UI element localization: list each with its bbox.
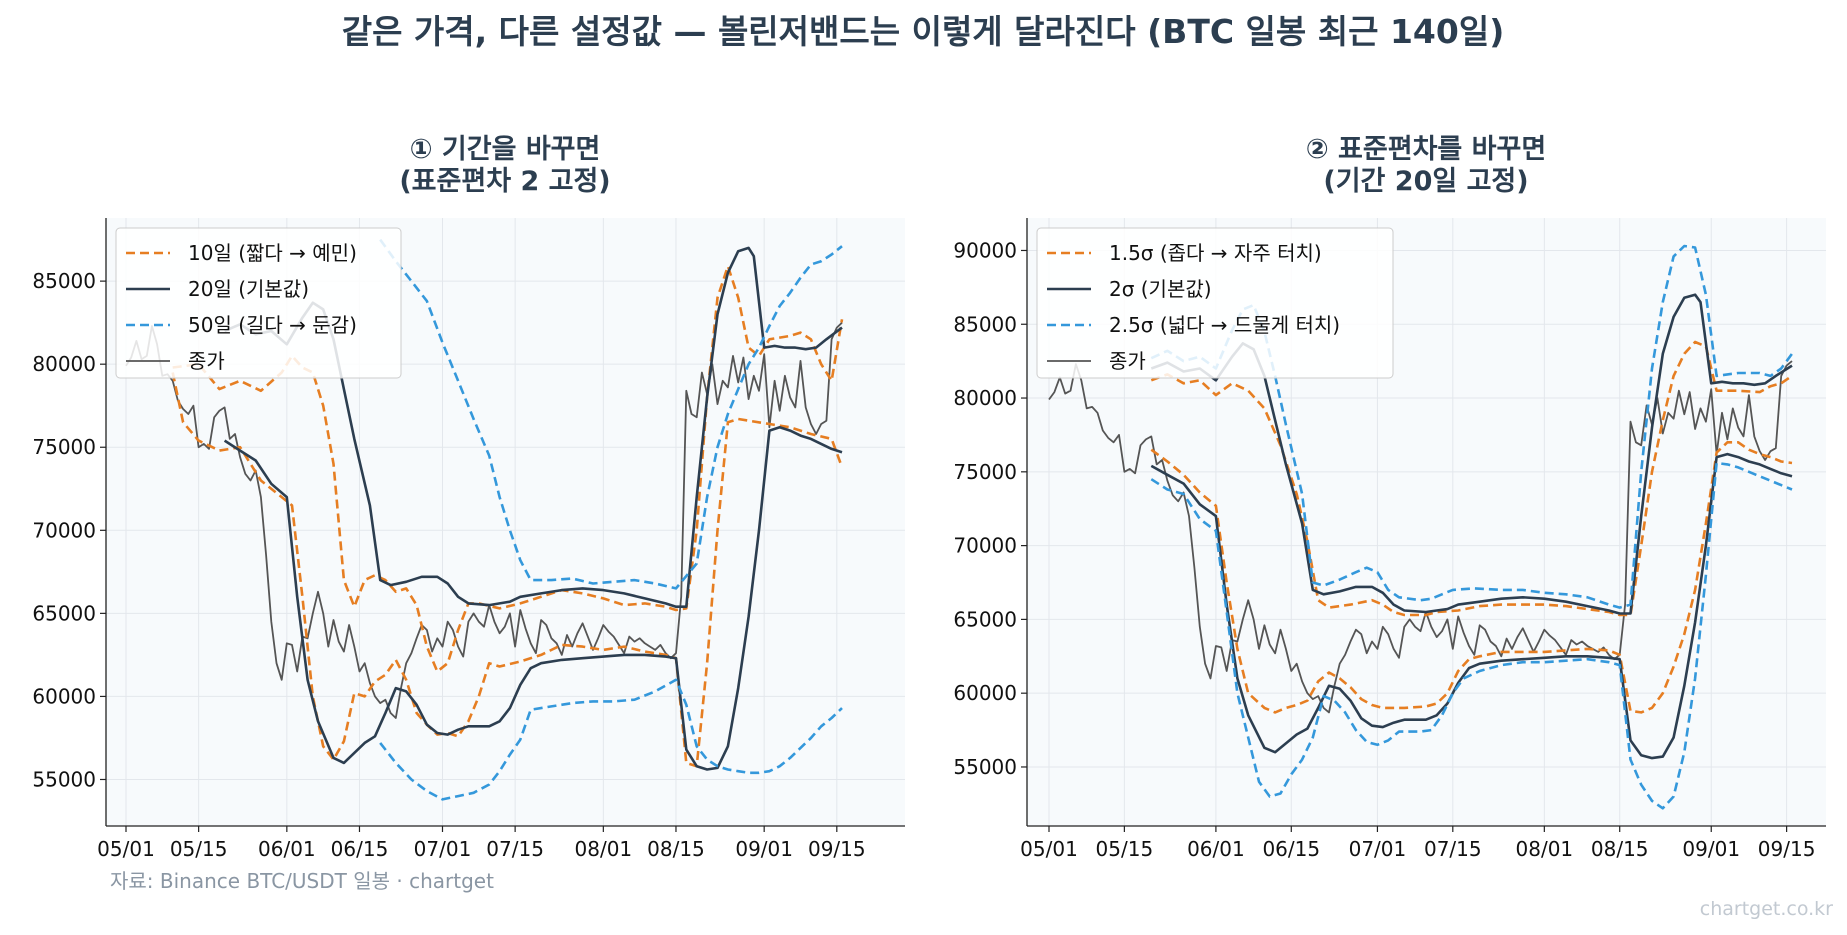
series-2-lower-band bbox=[379, 678, 843, 801]
x-tick-label: 08/15 bbox=[647, 837, 705, 861]
y-tick-label: 70000 bbox=[32, 518, 96, 542]
y-tick-label: 55000 bbox=[32, 767, 96, 791]
x-tick-label: 09/15 bbox=[1758, 837, 1816, 861]
x-tick-label: 08/01 bbox=[575, 837, 633, 861]
x-tick-label: 08/01 bbox=[1516, 837, 1574, 861]
chart-title-line2: (기간 20일 고정) bbox=[1323, 166, 1528, 197]
chart-panel-period: 55000 60000 65000 70000 75000 80000 85000 05/01… bbox=[32, 134, 905, 861]
y-tick-label: 70000 bbox=[953, 534, 1017, 558]
series-2-upper-band bbox=[379, 238, 843, 590]
y-tick-label: 60000 bbox=[953, 681, 1017, 705]
series-0-lower-band bbox=[1150, 440, 1793, 714]
plot-lines bbox=[125, 238, 844, 801]
y-tick-label: 60000 bbox=[32, 684, 96, 708]
figure-title: 같은 가격, 다른 설정값 — 볼린저밴드는 이렇게 달라진다 (BTC 일봉 … bbox=[342, 12, 1505, 51]
legend: 1.5σ (좁다 → 자주 터치) 2σ (기본값) 2.5σ (넓다 → 드물게 … bbox=[1036, 227, 1394, 379]
chart-panel-stddev: 55000 60000 65000 70000 75000 80000 85000 90000… bbox=[953, 134, 1826, 861]
legend-box bbox=[1036, 227, 1394, 379]
y-tick-label: 80000 bbox=[953, 386, 1017, 410]
y-tick-label: 75000 bbox=[953, 460, 1017, 484]
y-tick-label: 85000 bbox=[32, 269, 96, 293]
watermark: chartget.co.kr bbox=[1700, 898, 1833, 920]
legend-label: 10일 (짧다 → 예민) bbox=[188, 241, 357, 265]
chart-title-line1: ① 기간을 바꾸면 bbox=[410, 134, 601, 165]
x-tick-label: 07/01 bbox=[1349, 837, 1407, 861]
y-tick-label: 65000 bbox=[32, 601, 96, 625]
x-tick-label: 08/15 bbox=[1591, 837, 1649, 861]
x-tick-label: 07/15 bbox=[1424, 837, 1482, 861]
y-tick-label: 80000 bbox=[32, 352, 96, 376]
y-tick-label: 75000 bbox=[32, 435, 96, 459]
y-tick-label: 85000 bbox=[953, 312, 1017, 336]
x-tick-label: 06/01 bbox=[1187, 837, 1245, 861]
close-price-line bbox=[1048, 360, 1793, 714]
legend-label: 종가 bbox=[188, 349, 225, 373]
legend-label: 50일 (길다 → 둔감) bbox=[188, 313, 357, 337]
legend: 10일 (짧다 → 예민) 20일 (기본값) 50일 (길다 → 둔감) 종가 bbox=[115, 227, 402, 379]
legend-label: 2.5σ (넓다 → 드물게 터치) bbox=[1109, 313, 1340, 337]
y-tick-label: 55000 bbox=[953, 755, 1017, 779]
series-0-lower-band bbox=[171, 372, 844, 768]
source-note: 자료: Binance BTC/USDT 일봉 · chartget bbox=[110, 869, 494, 893]
series-1-lower-band bbox=[223, 425, 843, 771]
legend-label: 2σ (기본값) bbox=[1109, 277, 1212, 301]
chart-title-line1: ② 표준편차를 바꾸면 bbox=[1306, 134, 1546, 165]
legend-box bbox=[115, 227, 402, 379]
legend-label: 1.5σ (좁다 → 자주 터치) bbox=[1109, 241, 1322, 265]
series-1-lower-band bbox=[1150, 452, 1793, 760]
x-tick-label: 06/01 bbox=[258, 837, 316, 861]
x-tick-label: 07/01 bbox=[414, 837, 472, 861]
x-tick-label: 06/15 bbox=[331, 837, 389, 861]
close-price-line bbox=[125, 322, 843, 719]
x-tick-label: 05/01 bbox=[97, 837, 155, 861]
x-tick-label: 05/15 bbox=[170, 837, 228, 861]
x-tick-label: 09/15 bbox=[808, 837, 866, 861]
series-0-upper-band bbox=[1150, 340, 1793, 617]
y-tick-label: 65000 bbox=[953, 607, 1017, 631]
x-tick-label: 09/01 bbox=[735, 837, 793, 861]
x-tick-label: 09/01 bbox=[1682, 837, 1740, 861]
x-tick-label: 07/15 bbox=[486, 837, 544, 861]
x-tick-label: 05/15 bbox=[1096, 837, 1154, 861]
x-tick-label: 06/15 bbox=[1262, 837, 1320, 861]
y-tick-label: 90000 bbox=[953, 238, 1017, 262]
series-2-lower-band bbox=[1150, 461, 1793, 810]
chart-title-line2: (표준편차 2 고정) bbox=[399, 166, 610, 197]
legend-label: 종가 bbox=[1109, 349, 1146, 373]
x-tick-label: 05/01 bbox=[1020, 837, 1078, 861]
legend-label: 20일 (기본값) bbox=[188, 277, 309, 301]
